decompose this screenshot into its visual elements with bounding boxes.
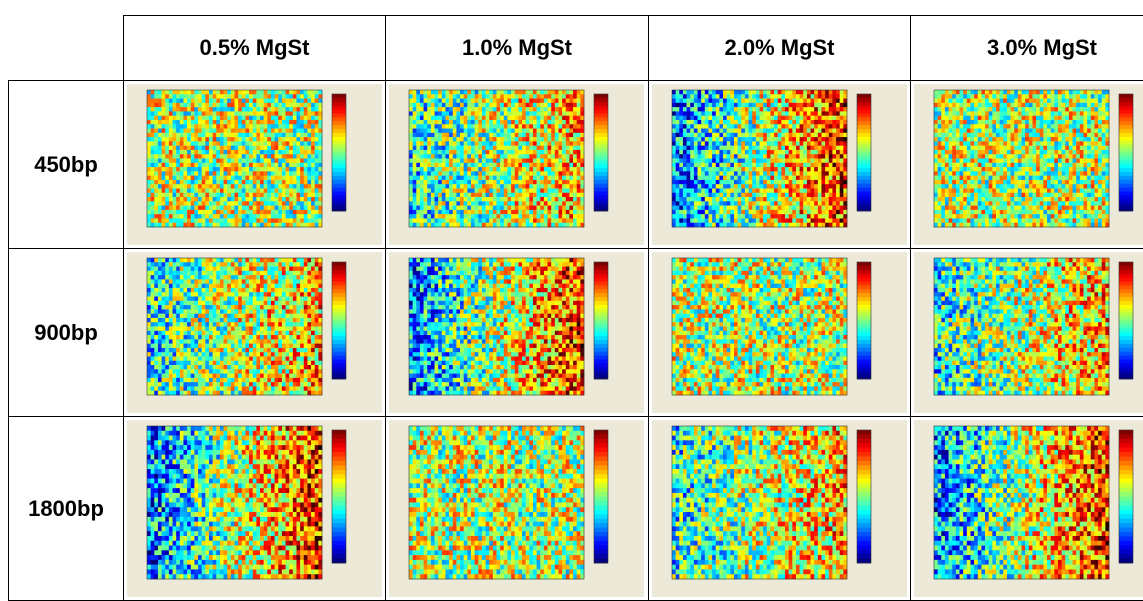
image-cell — [910, 248, 1143, 417]
row-header-text: 1800bp — [28, 496, 104, 522]
colorbar — [1119, 94, 1133, 211]
image-cell — [910, 416, 1143, 601]
row-header-text: 450bp — [34, 152, 98, 178]
image-cell — [123, 80, 386, 249]
colorbar — [1119, 430, 1133, 563]
image-cell — [385, 248, 649, 417]
colorbar — [857, 430, 871, 563]
image-cell — [648, 80, 911, 249]
image-cell — [910, 80, 1143, 249]
image-cell — [123, 248, 386, 417]
heatmap-image — [914, 420, 1143, 597]
heatmap-image — [914, 84, 1143, 245]
heatmap — [672, 258, 847, 395]
heatmap-image — [914, 252, 1143, 413]
colorbar — [332, 94, 346, 211]
image-cell — [385, 416, 649, 601]
heatmap — [934, 426, 1109, 579]
image-cell — [648, 416, 911, 601]
heatmap — [147, 426, 322, 579]
colorbar — [594, 262, 608, 379]
colorbar — [1119, 262, 1133, 379]
heatmap — [672, 90, 847, 227]
row-header-text: 900bp — [34, 320, 98, 346]
heatmap — [409, 426, 584, 579]
heatmap — [672, 426, 847, 579]
heatmap-image — [652, 252, 907, 413]
column-header: 3.0% MgSt — [910, 15, 1143, 81]
heatmap — [147, 258, 322, 395]
heatmap-image — [652, 84, 907, 245]
column-header-text: 2.0% MgSt — [724, 35, 834, 61]
heatmap-image — [127, 84, 382, 245]
image-cell — [123, 416, 386, 601]
colorbar — [594, 430, 608, 563]
heatmap-image — [389, 252, 644, 413]
column-header: 0.5% MgSt — [123, 15, 386, 81]
column-header-text: 1.0% MgSt — [462, 35, 572, 61]
heatmap — [934, 258, 1109, 395]
heatmap-image — [127, 252, 382, 413]
heatmap-image — [389, 84, 644, 245]
column-header: 1.0% MgSt — [385, 15, 649, 81]
colorbar — [857, 94, 871, 211]
heatmap — [409, 90, 584, 227]
heatmap-image — [127, 420, 382, 597]
column-header-text: 0.5% MgSt — [199, 35, 309, 61]
row-header: 1800bp — [8, 416, 124, 601]
column-header: 2.0% MgSt — [648, 15, 911, 81]
column-header-text: 3.0% MgSt — [987, 35, 1097, 61]
row-header: 450bp — [8, 80, 124, 249]
image-cell — [648, 248, 911, 417]
colorbar — [332, 430, 346, 563]
heatmap — [147, 90, 322, 227]
colorbar — [594, 94, 608, 211]
heatmap — [409, 258, 584, 395]
heatmap — [934, 90, 1109, 227]
heatmap-image — [389, 420, 644, 597]
heatmap-image — [652, 420, 907, 597]
row-header: 900bp — [8, 248, 124, 417]
colorbar — [332, 262, 346, 379]
colorbar — [857, 262, 871, 379]
image-cell — [385, 80, 649, 249]
